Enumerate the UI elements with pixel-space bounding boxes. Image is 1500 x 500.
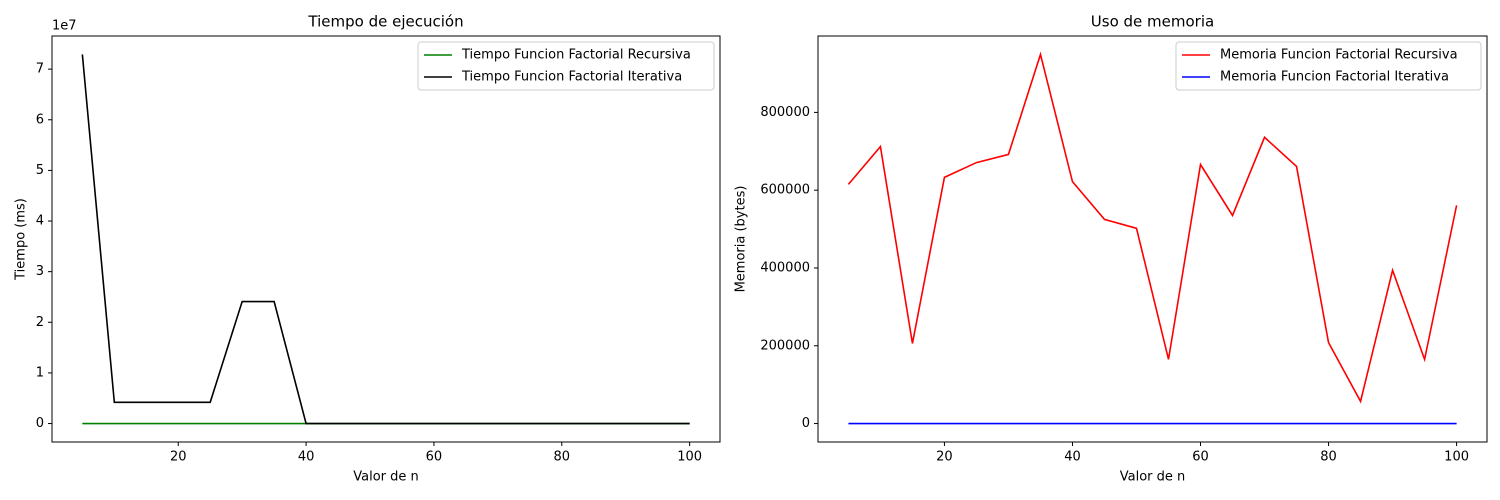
x-tick-label: 20 xyxy=(170,450,187,465)
y-tick-label: 2 xyxy=(36,315,44,330)
y-tick-label: 600000 xyxy=(760,183,810,198)
chart-title: Tiempo de ejecución xyxy=(307,13,463,31)
legend-label: Memoria Funcion Factorial Recursiva xyxy=(1220,48,1458,63)
chart-title: Uso de memoria xyxy=(1091,13,1214,31)
y-tick-label: 1 xyxy=(36,365,44,380)
plot-frame xyxy=(817,35,1488,443)
x-tick-label: 100 xyxy=(1444,450,1469,465)
x-tick-label: 40 xyxy=(1064,450,1081,465)
y-tick-label: 200000 xyxy=(760,338,810,353)
series-line xyxy=(81,54,690,425)
x-axis-label: Valor de n xyxy=(353,470,419,485)
x-tick-label: 60 xyxy=(1192,450,1209,465)
x-tick-label: 40 xyxy=(298,450,315,465)
y-tick-label: 5 xyxy=(36,163,44,178)
x-tick-label: 20 xyxy=(936,450,953,465)
legend-label: Memoria Funcion Factorial Iterativa xyxy=(1220,70,1449,85)
y-tick-label: 0 xyxy=(802,416,810,431)
offset-text: 1e7 xyxy=(52,19,77,34)
y-axis-label: Tiempo (ms) xyxy=(14,198,29,281)
x-tick-label: 60 xyxy=(426,450,443,465)
series-line xyxy=(847,51,1458,404)
y-tick-label: 800000 xyxy=(760,105,810,120)
x-axis-label: Valor de n xyxy=(1120,470,1186,485)
x-tick-label: 100 xyxy=(677,450,702,465)
y-tick-label: 3 xyxy=(36,264,44,279)
y-tick-label: 7 xyxy=(36,62,44,77)
x-tick-label: 80 xyxy=(1320,450,1337,465)
legend-box xyxy=(1175,41,1482,91)
y-tick-label: 400000 xyxy=(760,260,810,275)
legend-box xyxy=(417,41,715,91)
y-tick-label: 6 xyxy=(36,112,44,127)
y-tick-label: 0 xyxy=(36,416,44,431)
legend-label: Tiempo Funcion Factorial Iterativa xyxy=(461,70,682,85)
y-tick-label: 4 xyxy=(36,214,44,229)
x-tick-label: 80 xyxy=(554,450,571,465)
legend-label: Tiempo Funcion Factorial Recursiva xyxy=(461,48,691,63)
y-axis-label: Memoria (bytes) xyxy=(734,186,749,293)
plot-frame xyxy=(51,35,721,443)
